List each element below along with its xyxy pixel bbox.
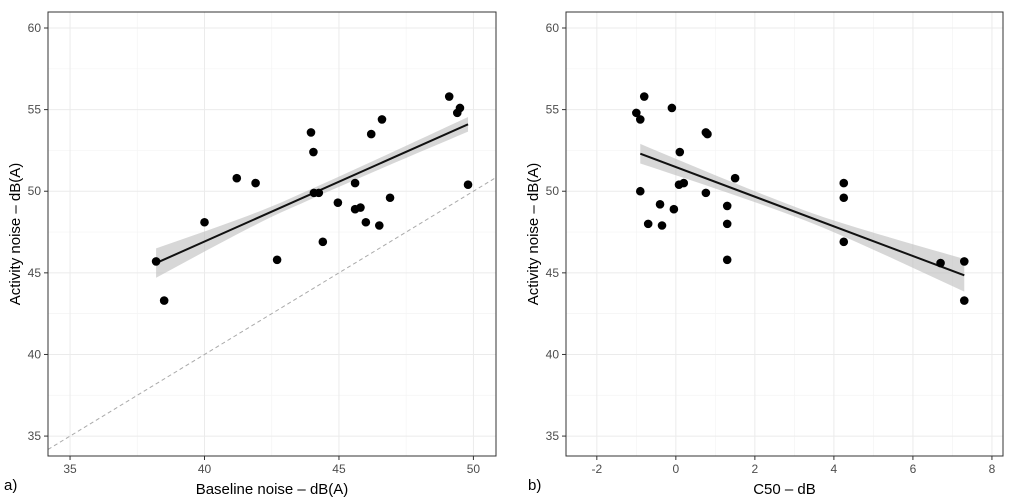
panel-label: b)	[528, 477, 541, 494]
data-point	[463, 180, 473, 190]
y-tick-label: 35	[546, 429, 560, 443]
y-tick-label: 50	[28, 184, 42, 198]
data-point	[151, 257, 161, 266]
data-point	[635, 115, 645, 124]
data-point	[639, 92, 649, 101]
x-axis-label: Baseline noise – dB(A)	[196, 481, 349, 498]
data-point	[959, 257, 969, 266]
y-tick-label: 60	[28, 21, 42, 35]
panel-border	[565, 11, 1004, 457]
y-tick-label: 40	[546, 347, 560, 361]
data-point	[318, 237, 328, 247]
plot-area	[632, 92, 969, 305]
data-point	[632, 108, 641, 118]
data-point	[455, 103, 465, 113]
y-tick-label: 55	[28, 103, 42, 117]
data-point	[444, 92, 454, 101]
data-point	[385, 193, 395, 203]
data-point	[309, 147, 318, 157]
y-tick-label: 45	[546, 266, 560, 280]
x-tick-label: 8	[989, 462, 996, 476]
reference-line-y-equals-x	[48, 177, 496, 450]
regression-line	[639, 152, 965, 277]
data-point	[377, 115, 387, 124]
x-tick-label: 45	[332, 462, 346, 476]
y-tick-label: 35	[28, 429, 42, 443]
x-tick-label: 0	[672, 462, 679, 476]
plot-area	[48, 92, 496, 450]
panel-border	[47, 11, 497, 457]
data-point	[272, 255, 282, 265]
panel-b: -2 0 2 4 6 8 35 40 45 50 55 60 C50 – dB Activity nois…	[525, 11, 1004, 498]
panel-a: 35 40 45 50 35 40 45 50 55 60 Baseline noise – dB(…	[4, 11, 497, 498]
data-point	[643, 219, 653, 229]
data-point	[722, 219, 732, 229]
data-point	[730, 173, 740, 183]
data-point	[655, 199, 665, 209]
data-point	[936, 258, 945, 268]
data-point	[959, 296, 969, 305]
data-point	[366, 129, 376, 139]
x-tick-label: 35	[63, 462, 77, 476]
data-point	[722, 255, 732, 265]
x-tick-label: 2	[752, 462, 759, 476]
x-tick-label: -2	[591, 462, 602, 476]
data-point	[306, 128, 316, 137]
data-point	[314, 188, 324, 198]
data-point	[667, 103, 677, 113]
x-tick-label: 50	[467, 462, 481, 476]
y-axis-label: Activity noise – dB(A)	[7, 163, 24, 306]
x-tick-label: 40	[198, 462, 212, 476]
data-point	[675, 147, 685, 157]
confidence-band	[640, 143, 965, 292]
confidence-band	[156, 116, 469, 278]
y-tick-label: 60	[546, 21, 560, 35]
data-point	[839, 237, 849, 247]
x-tick-label: 4	[831, 462, 838, 476]
data-point	[232, 173, 242, 183]
data-point	[251, 178, 260, 188]
data-point	[679, 178, 689, 188]
data-point	[703, 129, 712, 139]
x-axis-label: C50 – dB	[753, 481, 816, 498]
y-tick-label: 40	[28, 347, 42, 361]
data-point	[333, 198, 343, 207]
data-point	[839, 193, 849, 203]
data-point	[722, 201, 732, 211]
data-point	[159, 296, 169, 305]
data-point	[839, 178, 849, 188]
data-point	[669, 204, 679, 214]
data-point	[657, 221, 667, 230]
data-point	[350, 178, 360, 188]
x-tick-label: 6	[910, 462, 917, 476]
data-point	[361, 217, 371, 227]
y-tick-label: 55	[546, 103, 560, 117]
data-point	[635, 186, 645, 196]
y-tick-label: 50	[546, 184, 560, 198]
y-tick-label: 45	[28, 266, 42, 280]
data-point	[701, 188, 711, 198]
data-point	[356, 203, 365, 212]
data-point	[200, 217, 209, 227]
panel-label: a)	[4, 477, 17, 494]
y-axis-label: Activity noise – dB(A)	[525, 163, 542, 306]
data-point	[374, 221, 384, 230]
